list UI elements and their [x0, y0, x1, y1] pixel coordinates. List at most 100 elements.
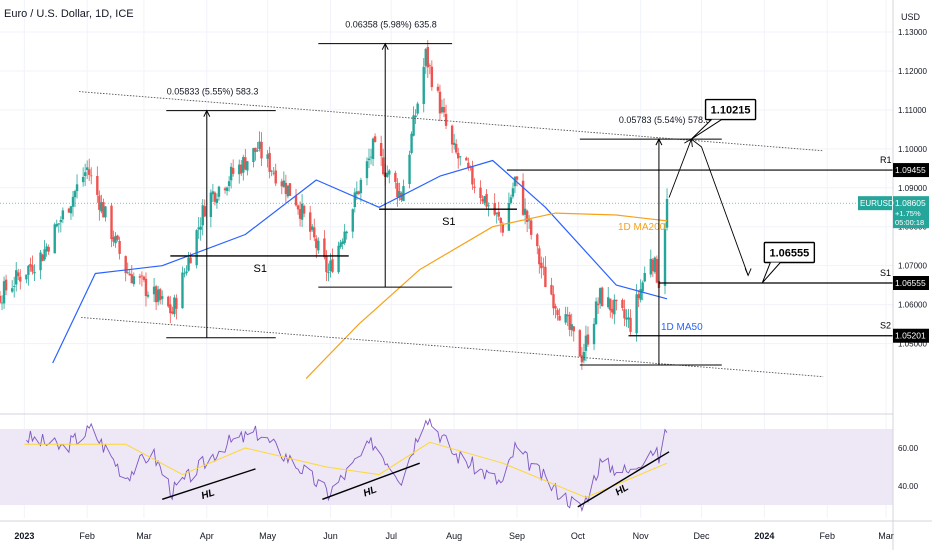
candle: [459, 155, 462, 166]
candle: [641, 280, 644, 301]
candle: [73, 189, 77, 208]
candle: [280, 178, 284, 195]
candle: [416, 101, 419, 116]
x-tick-label: Sep: [509, 531, 525, 541]
y-tick-label: 1.11000: [898, 106, 927, 115]
candle: [209, 189, 213, 228]
candle: [47, 244, 50, 255]
candle: [69, 205, 73, 220]
x-tick-label: Apr: [200, 531, 214, 541]
s1-label: S1: [442, 216, 455, 228]
candle: [594, 297, 598, 325]
candle: [341, 238, 344, 250]
hl-line: [577, 451, 670, 508]
candle: [525, 209, 529, 233]
candle: [371, 137, 375, 166]
candle: [527, 215, 531, 230]
candle: [424, 47, 427, 74]
candle: [175, 294, 178, 320]
candle: [104, 206, 107, 222]
candle: [59, 216, 63, 233]
y-tick-label: 1.06000: [898, 301, 927, 310]
candle: [450, 124, 454, 153]
candle: [586, 326, 590, 347]
candle: [201, 199, 204, 236]
x-tick-label: Dec: [693, 531, 710, 541]
candle: [398, 182, 401, 201]
candle: [568, 311, 571, 337]
candle: [41, 253, 44, 262]
candle: [197, 217, 200, 239]
candle: [343, 224, 346, 246]
candle: [246, 161, 249, 176]
candle: [554, 303, 557, 319]
candle: [365, 157, 369, 186]
hl-line: [161, 468, 256, 500]
measure-label: 0.06358 (5.98%) 635.8: [345, 20, 437, 30]
candle: [663, 222, 667, 295]
s1-label: S1: [254, 263, 267, 275]
candle: [181, 266, 184, 309]
candle: [114, 232, 117, 248]
svg-text:1.10215: 1.10215: [711, 105, 751, 117]
candle: [152, 278, 156, 303]
candle: [394, 170, 397, 189]
svg-text:1.06555: 1.06555: [895, 278, 926, 288]
candle: [132, 272, 136, 287]
candle: [130, 264, 133, 284]
candle: [140, 271, 144, 287]
candle: [483, 195, 486, 206]
candle: [493, 193, 496, 217]
candle: [12, 276, 16, 298]
ma50-line: [52, 159, 668, 364]
candle: [195, 229, 198, 269]
candle: [229, 162, 233, 189]
candle: [359, 177, 363, 202]
candle: [457, 147, 460, 169]
candle: [544, 256, 547, 288]
candle: [373, 133, 377, 143]
candle: [511, 182, 515, 199]
candle: [260, 132, 263, 166]
candle: [146, 291, 150, 299]
candle: [167, 295, 170, 308]
ma50-label: 1D MA50: [661, 322, 703, 333]
ma200-label: 1D MA200: [618, 222, 666, 233]
measure-label: 0.05833 (5.55%) 583.3: [167, 87, 259, 97]
candle: [25, 274, 28, 284]
candle: [217, 185, 221, 201]
candle: [621, 298, 624, 311]
candle: [369, 148, 373, 165]
candle: [536, 232, 539, 255]
channel-lower-line: [81, 317, 824, 378]
rsi-line: [26, 417, 668, 512]
candle: [538, 245, 541, 274]
arrow-head: [744, 268, 752, 277]
currency-label: USD: [901, 12, 921, 22]
candle: [473, 178, 476, 194]
candle: [244, 148, 247, 171]
candle: [426, 40, 429, 78]
candle: [566, 306, 569, 327]
candle: [116, 234, 119, 242]
candle: [215, 193, 219, 209]
last-price-badge: 1.08605+1.75%05:00:18: [893, 196, 929, 229]
candle: [313, 218, 316, 242]
svg-text:1.05201: 1.05201: [895, 331, 926, 341]
candle: [564, 306, 567, 325]
candle: [598, 287, 602, 309]
candle: [600, 286, 604, 307]
candle: [550, 277, 553, 296]
svg-text:1.09455: 1.09455: [895, 165, 926, 175]
candle: [90, 167, 93, 185]
svg-text:1.06555: 1.06555: [769, 248, 809, 260]
candle: [302, 204, 306, 218]
candle: [45, 243, 48, 257]
candle: [126, 262, 129, 275]
measure-tool: 0.05783 (5.54%) 578.3: [579, 115, 722, 366]
candle: [238, 159, 241, 184]
candle: [651, 258, 655, 277]
level-label: R1: [880, 155, 892, 165]
candle: [481, 195, 484, 205]
candle: [57, 223, 60, 233]
